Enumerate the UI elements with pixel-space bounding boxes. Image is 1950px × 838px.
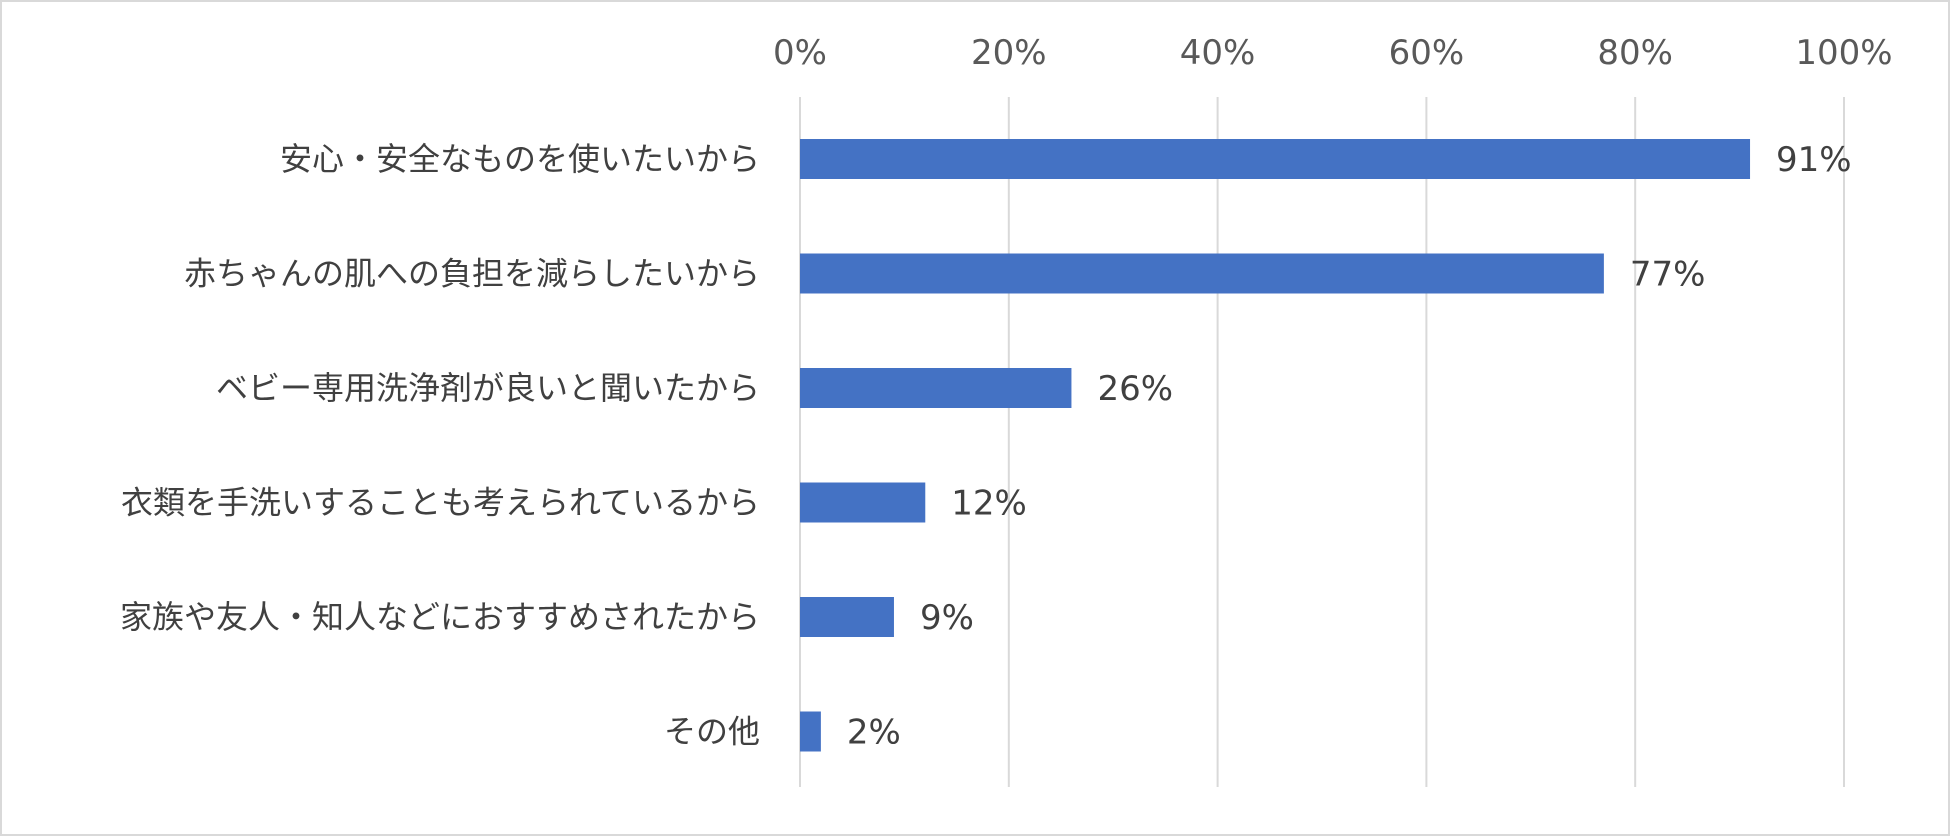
bar <box>800 139 1751 179</box>
x-tick-label: 80% <box>1597 33 1673 73</box>
category-label: 家族や友人・知人などにおすすめされたから <box>120 598 760 636</box>
category-label: 赤ちゃんの肌への負担を減らしたいから <box>184 255 760 293</box>
category-label: 安心・安全なものを使いたいから <box>280 140 760 178</box>
x-tick-label: 20% <box>971 33 1047 73</box>
data-label: 77% <box>1630 255 1706 295</box>
x-tick-label: 40% <box>1180 33 1256 73</box>
category-label: 衣類を手洗いすることも考えられているから <box>121 484 760 522</box>
gridlines <box>799 97 1845 787</box>
bars <box>800 139 1751 752</box>
category-labels: 安心・安全なものを使いたいから赤ちゃんの肌への負担を減らしたいからベビー専用洗浄… <box>120 140 760 751</box>
category-label: その他 <box>664 713 760 751</box>
data-label: 2% <box>847 713 901 753</box>
bar <box>800 711 821 752</box>
data-label: 26% <box>1097 369 1173 409</box>
data-label: 9% <box>920 598 974 638</box>
category-label: ベビー専用洗浄剤が良いと聞いたから <box>216 369 760 407</box>
bar <box>800 482 926 523</box>
x-tick-label: 60% <box>1389 33 1465 73</box>
data-label: 12% <box>951 484 1027 524</box>
bar <box>800 368 1072 408</box>
bar <box>800 597 894 637</box>
x-tick-label: 0% <box>773 33 827 73</box>
data-label: 91% <box>1776 140 1852 180</box>
x-axis-tick-labels: 0% 20% 40% 60% 80% 100% <box>773 33 1893 73</box>
x-tick-label: 100% <box>1795 33 1892 73</box>
data-labels: 91% 77% 26% 12% 9% 2% <box>847 140 1852 753</box>
bar <box>800 253 1604 294</box>
